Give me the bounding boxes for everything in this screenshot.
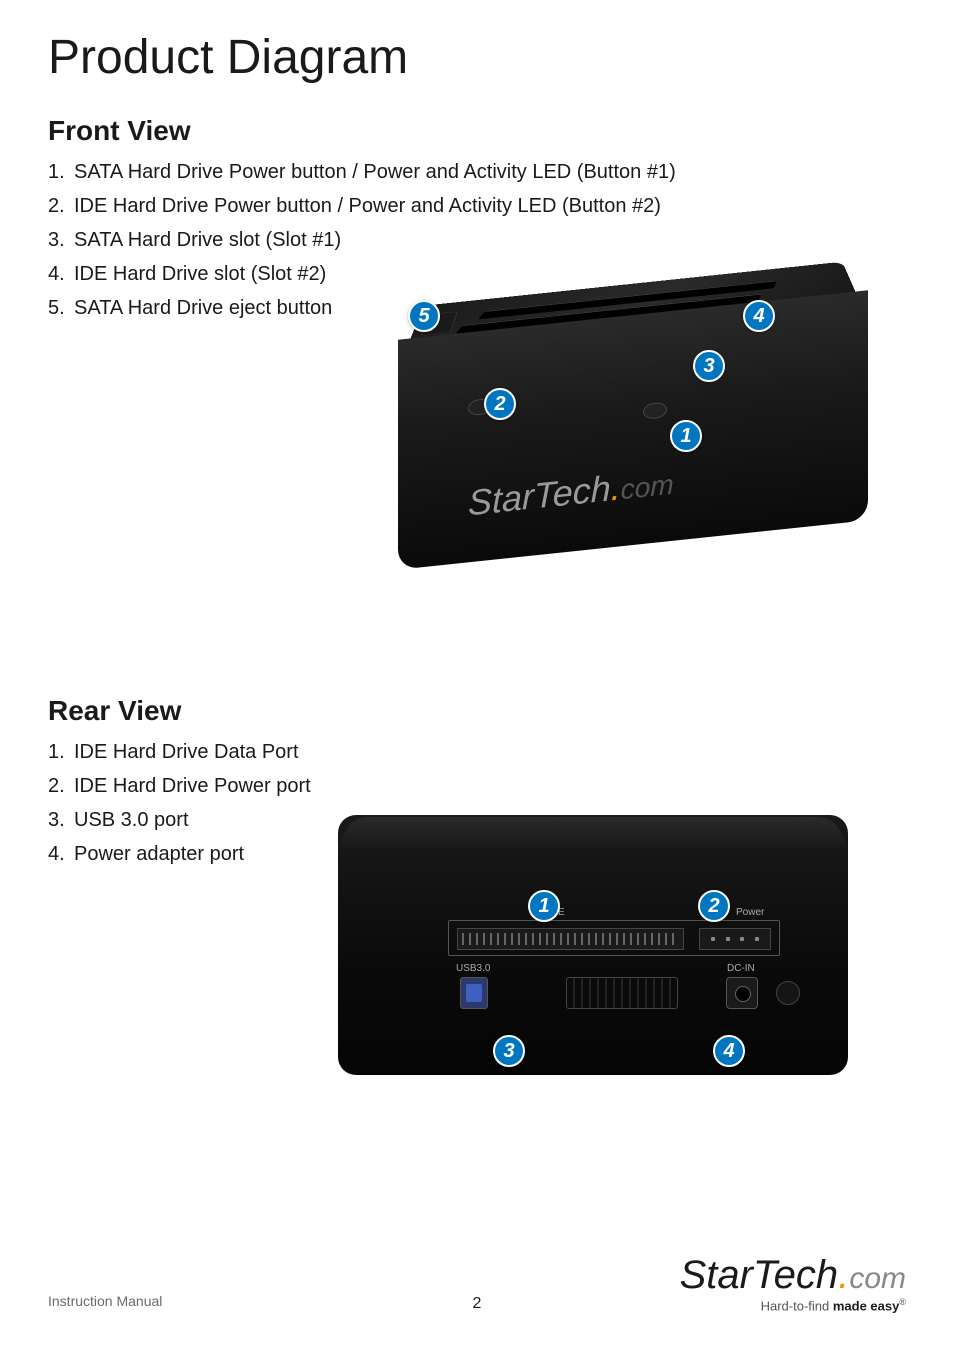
dock-rear-illustration: IDE Power USB3.0 DC-IN 1 2 3 4 [338, 815, 848, 1075]
list-item-text: SATA Hard Drive Power button / Power and… [74, 161, 676, 183]
brand-main: StarTech [680, 1253, 839, 1297]
power-button-1-icon [643, 401, 667, 420]
front-view-diagram: StarTech.com 1 2 3 4 5 [348, 245, 908, 615]
ide-power-port-icon [699, 928, 771, 950]
list-item-text: Power adapter port [74, 843, 244, 865]
front-view-section: Front View 1.SATA Hard Drive Power butto… [48, 115, 906, 325]
callout-badge: 2 [484, 388, 516, 420]
vent-icon [566, 977, 678, 1009]
callout-badge: 3 [693, 350, 725, 382]
usb-port-label: USB3.0 [456, 963, 490, 974]
rear-view-diagram: IDE Power USB3.0 DC-IN 1 2 3 4 [338, 815, 898, 1095]
callout-badge: 2 [698, 890, 730, 922]
list-item-text: IDE Hard Drive slot (Slot #2) [74, 263, 326, 285]
callout-badge: 3 [493, 1035, 525, 1067]
tagline-bold: made easy [833, 1298, 900, 1313]
page-title: Product Diagram [48, 30, 906, 85]
list-item-text: USB 3.0 port [74, 809, 189, 831]
dock-front-illustration: StarTech.com 1 2 3 4 5 [388, 245, 888, 585]
dc-in-port-icon [726, 977, 758, 1009]
brand-suffix: com [849, 1262, 906, 1295]
callout-badge: 5 [408, 300, 440, 332]
list-item-text: SATA Hard Drive eject button [74, 297, 332, 319]
list-item-text: IDE Hard Drive Power button / Power and … [74, 195, 661, 217]
brand-dot: . [838, 1253, 849, 1297]
rear-button-icon [776, 981, 800, 1005]
callout-badge: 4 [743, 300, 775, 332]
ide-power-label: Power [736, 907, 764, 918]
page: Product Diagram Front View 1.SATA Hard D… [0, 0, 954, 1345]
page-footer: Instruction Manual 2 StarTech.com Hard-t… [48, 1293, 906, 1309]
list-item: 2.IDE Hard Drive Power button / Power an… [48, 189, 906, 223]
brand-logo-on-dock: StarTech.com [468, 461, 674, 525]
list-item: 2.IDE Hard Drive Power port [48, 769, 906, 803]
tagline-prefix: Hard-to-find [761, 1298, 833, 1313]
brand-main: StarTech [468, 467, 611, 523]
callout-badge: 1 [670, 420, 702, 452]
list-item: 1.IDE Hard Drive Data Port [48, 735, 906, 769]
list-item-text: IDE Hard Drive Power port [74, 775, 311, 797]
rear-view-section: Rear View 1.IDE Hard Drive Data Port 2.I… [48, 695, 906, 871]
tagline-reg: ® [899, 1297, 906, 1307]
list-item: 1.SATA Hard Drive Power button / Power a… [48, 155, 906, 189]
footer-brand-logo: StarTech.com Hard-to-find made easy® [680, 1255, 906, 1313]
ide-port-panel [448, 920, 780, 956]
front-view-heading: Front View [48, 115, 906, 147]
ide-data-port-icon [457, 928, 684, 950]
list-item-text: IDE Hard Drive Data Port [74, 741, 299, 763]
dcin-port-label: DC-IN [727, 963, 755, 974]
brand-suffix: com [621, 469, 674, 506]
rear-view-heading: Rear View [48, 695, 906, 727]
list-item-text: SATA Hard Drive slot (Slot #1) [74, 229, 341, 251]
brand-dot: . [611, 466, 621, 508]
usb3-port-icon [460, 977, 488, 1009]
brand-tagline: Hard-to-find made easy® [680, 1297, 906, 1313]
callout-badge: 1 [528, 890, 560, 922]
callout-badge: 4 [713, 1035, 745, 1067]
